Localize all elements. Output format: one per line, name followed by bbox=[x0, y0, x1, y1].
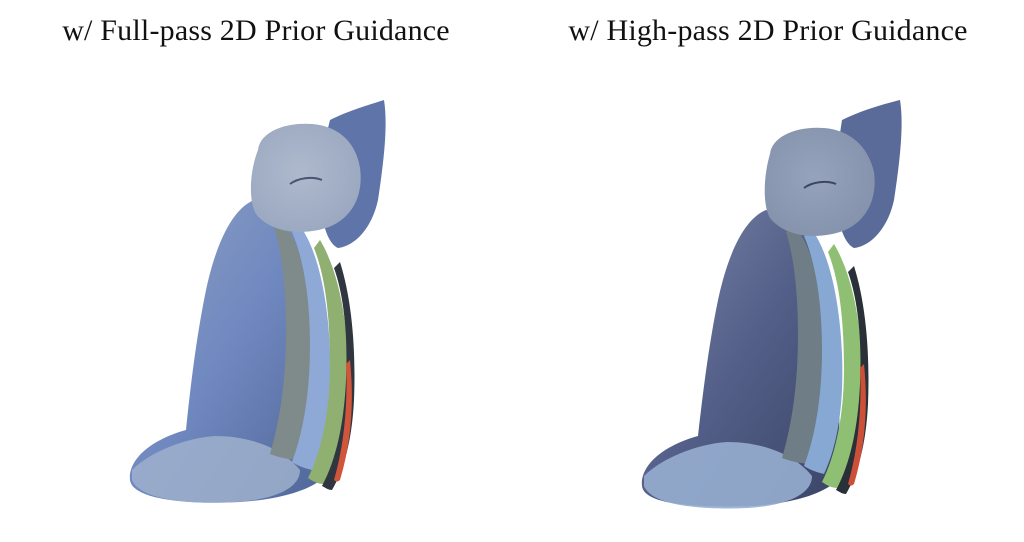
left-3d-object-render bbox=[129, 100, 386, 503]
left-panel: w/ Full-pass 2D Prior Guidance bbox=[62, 14, 450, 503]
right-panel-title: w/ High-pass 2D Prior Guidance bbox=[568, 14, 968, 47]
right-base-shape bbox=[644, 442, 812, 509]
right-panel: w/ High-pass 2D Prior Guidance bbox=[512, 0, 1024, 542]
right-light-stripe bbox=[804, 230, 843, 474]
right-red-edge bbox=[848, 364, 866, 486]
left-head-detail bbox=[289, 176, 323, 185]
right-head-detail bbox=[803, 180, 837, 189]
left-green-stripe bbox=[308, 240, 348, 484]
left-red-edge bbox=[334, 360, 352, 482]
right-gray-stripe bbox=[782, 226, 827, 464]
left-gray-stripe bbox=[270, 222, 315, 460]
left-panel-title: w/ Full-pass 2D Prior Guidance bbox=[62, 14, 450, 47]
left-light-stripe bbox=[292, 226, 331, 470]
right-3d-object-render bbox=[641, 100, 902, 509]
right-green-stripe bbox=[822, 244, 862, 488]
left-base-shape bbox=[132, 436, 300, 503]
